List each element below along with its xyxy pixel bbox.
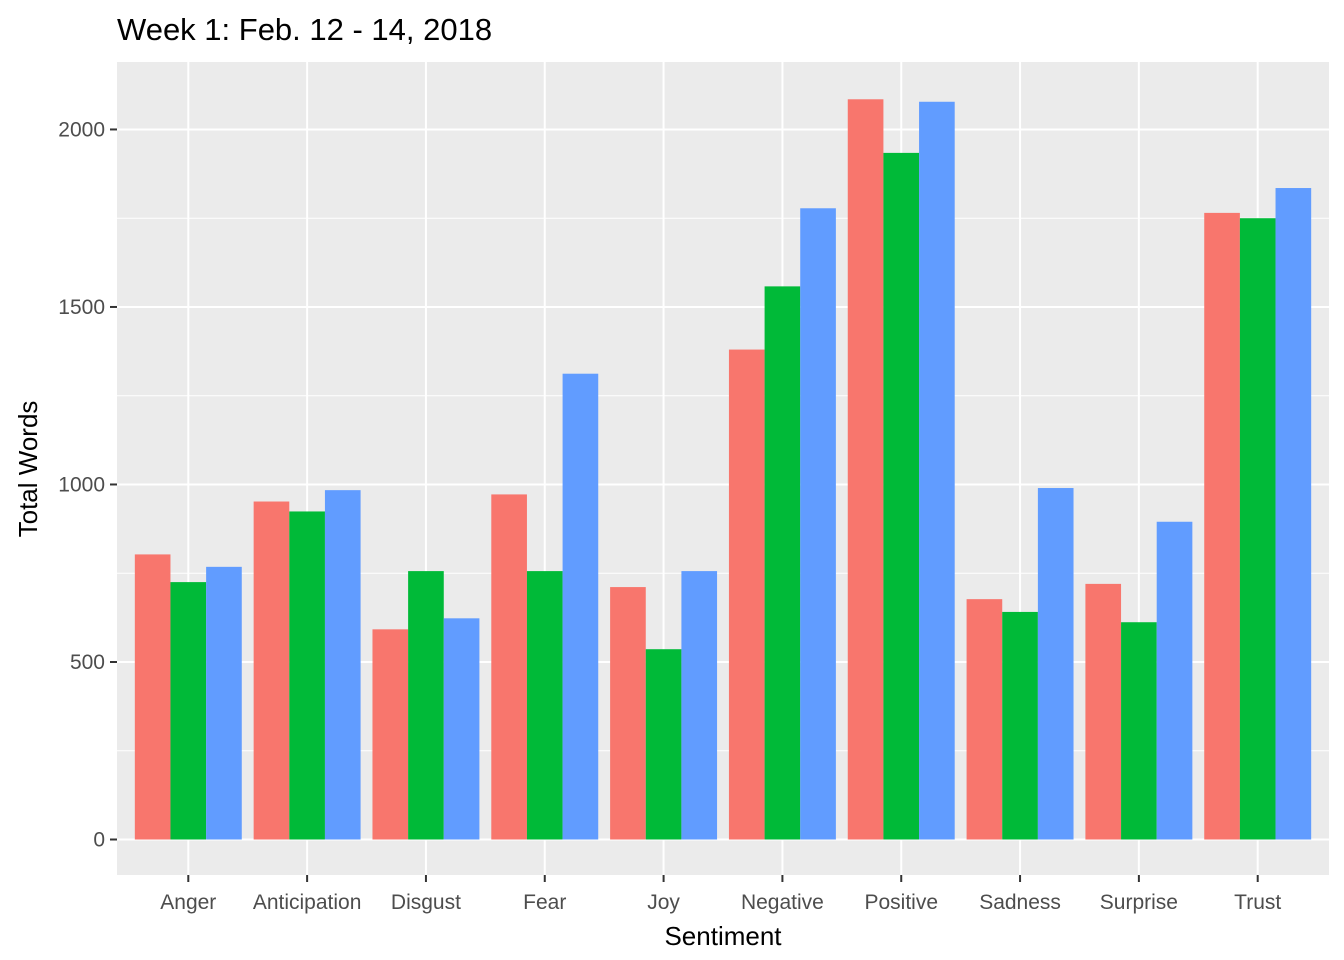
- bar: [1204, 212, 1240, 840]
- x-tick-label: Fear: [523, 891, 566, 914]
- y-tick-label: 0: [93, 828, 105, 851]
- bar-group-anticipation: [253, 490, 361, 840]
- bar: [1121, 622, 1157, 840]
- bar: [170, 582, 207, 840]
- x-tick-label: Trust: [1234, 891, 1281, 914]
- bar: [134, 554, 171, 840]
- y-tick-label: 1000: [58, 473, 105, 496]
- x-axis-title: Sentiment: [664, 921, 782, 951]
- x-tick-label: Surprise: [1100, 891, 1178, 914]
- bar: [1085, 583, 1122, 840]
- bar: [1002, 611, 1038, 840]
- y-axis: 0 500 1000 1500 2000: [58, 118, 117, 851]
- bar-group-joy: [610, 571, 718, 840]
- bar: [919, 101, 955, 840]
- bars: [134, 99, 1312, 840]
- bar: [206, 566, 242, 840]
- x-tick-label: Negative: [741, 891, 824, 914]
- bar: [372, 629, 409, 840]
- bar: [1275, 188, 1312, 840]
- y-tick-label: 500: [70, 651, 105, 674]
- bar: [324, 490, 361, 840]
- y-tick-label: 2000: [58, 118, 105, 141]
- bar-group-surprise: [1085, 521, 1193, 840]
- bar-group-positive: [847, 99, 955, 840]
- bar-group-fear: [491, 373, 599, 840]
- x-axis: Anger Anticipation Disgust Fear Joy Negative P…: [160, 875, 1281, 914]
- bar-group-anger: [134, 554, 242, 840]
- x-tick-label: Disgust: [391, 891, 461, 914]
- x-tick-label: Joy: [647, 891, 680, 914]
- bar: [883, 152, 920, 840]
- chart-title: Week 1: Feb. 12 - 14, 2018: [117, 12, 492, 47]
- bar-group-disgust: [372, 571, 480, 840]
- bar: [966, 599, 1003, 840]
- bar: [1156, 521, 1193, 840]
- bar: [562, 373, 599, 840]
- y-axis-title: Total Words: [13, 401, 43, 538]
- x-tick-label: Anticipation: [253, 891, 362, 914]
- bar: [491, 494, 527, 840]
- bar-group-sadness: [966, 488, 1074, 840]
- bar: [800, 208, 836, 840]
- bar: [610, 587, 646, 840]
- x-tick-label: Sadness: [979, 891, 1061, 914]
- bar-group-negative: [728, 208, 836, 840]
- bar: [645, 649, 682, 840]
- bar: [289, 511, 325, 840]
- bar: [728, 349, 765, 840]
- bar: [847, 99, 884, 840]
- bar: [1239, 218, 1276, 840]
- bar: [764, 286, 801, 840]
- bar: [443, 618, 480, 840]
- y-tick-label: 1500: [58, 296, 105, 319]
- bar: [1037, 488, 1074, 840]
- x-tick-label: Anger: [160, 891, 216, 914]
- bar: [681, 571, 718, 840]
- bar: [526, 571, 563, 840]
- x-tick-label: Positive: [864, 891, 938, 914]
- bar: [253, 501, 290, 840]
- bar-group-trust: [1204, 188, 1312, 840]
- bar: [408, 571, 444, 840]
